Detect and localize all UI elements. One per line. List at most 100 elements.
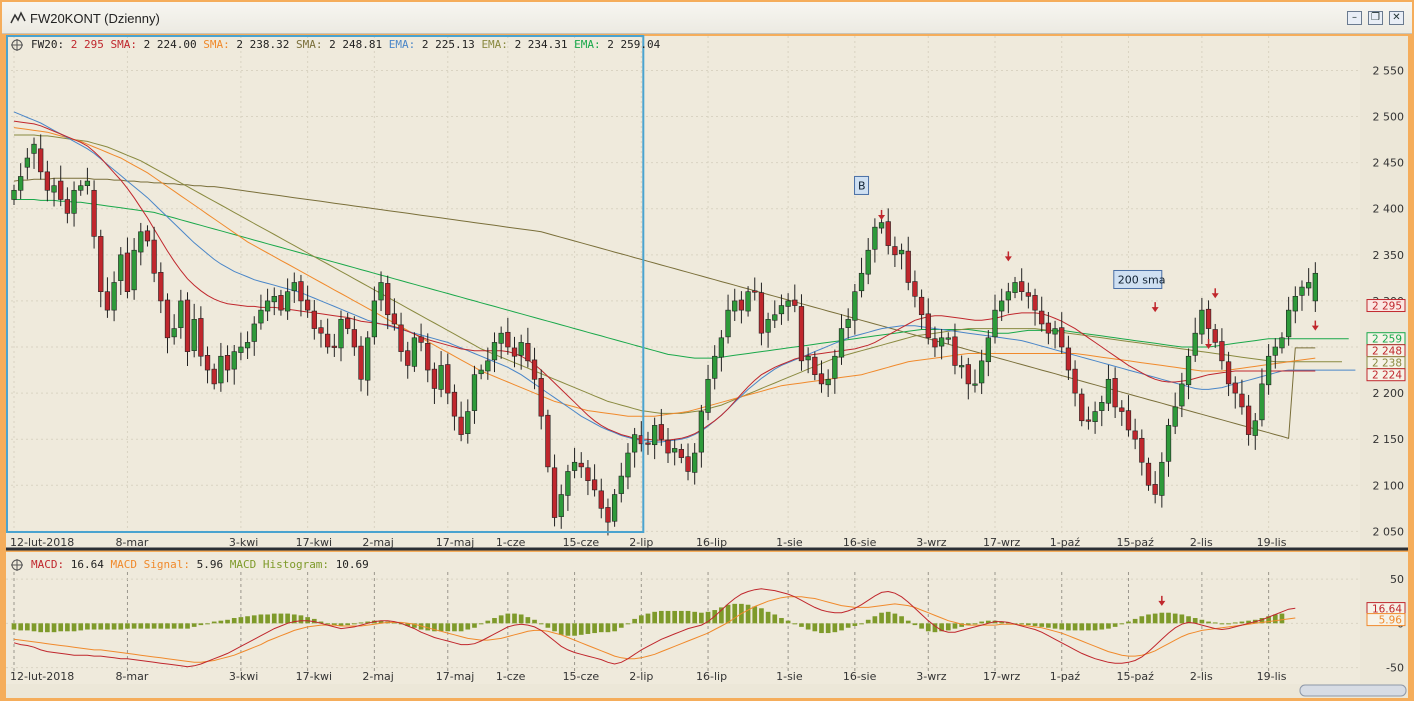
candle: [111, 271, 117, 322]
histogram-bar: [432, 623, 437, 632]
histogram-bar: [845, 623, 851, 628]
histogram-bar: [358, 622, 364, 624]
histogram-bar: [485, 620, 491, 624]
candle: [1192, 317, 1198, 362]
candle: [144, 225, 151, 247]
date-tick-label: 17-wrz: [983, 536, 1020, 549]
histogram-bar: [1126, 621, 1131, 624]
candle: [825, 369, 831, 397]
candle: [798, 294, 805, 371]
candle: [1145, 457, 1152, 491]
date-tick-label: 15-cze: [563, 536, 600, 549]
candle: [98, 229, 104, 308]
macd-histogram: [11, 603, 1285, 636]
window-title: FW20KONT (Dzienny): [30, 11, 160, 26]
histogram-bar: [452, 623, 457, 632]
sma-annotation[interactable]: 200 sma: [1113, 269, 1166, 289]
candle: [938, 328, 945, 360]
histogram-bar: [745, 604, 751, 624]
sell-arrow-icon: [1311, 320, 1319, 331]
chart-app-icon: [10, 11, 26, 24]
date-tick-label: 1-cze: [496, 536, 526, 549]
candle: [1079, 388, 1085, 427]
histogram-bar: [1072, 623, 1078, 631]
legend-value: 2 238.32: [236, 38, 296, 51]
candle: [1239, 379, 1245, 415]
candle: [331, 333, 337, 357]
candle: [451, 384, 458, 431]
legend-label: MACD:: [31, 558, 71, 571]
histogram-bar: [352, 623, 357, 625]
candle: [1025, 282, 1032, 309]
histogram-bar: [271, 613, 277, 624]
candle: [318, 319, 324, 348]
candle: [1185, 348, 1192, 400]
histogram-bar: [331, 623, 337, 626]
histogram-bar: [625, 623, 631, 625]
candle: [832, 349, 838, 394]
histogram-bar: [598, 623, 604, 633]
histogram-bar: [705, 611, 711, 624]
histogram-bar: [632, 618, 637, 624]
candle: [1179, 372, 1185, 418]
selection-rectangle[interactable]: [6, 35, 645, 533]
candle: [291, 272, 297, 303]
date-tick-label: 16-lip: [696, 536, 727, 549]
candle: [91, 180, 97, 249]
macd-legend-move-icon[interactable]: [11, 559, 23, 571]
candle: [792, 284, 798, 313]
minimize-button[interactable]: –: [1347, 11, 1362, 25]
histogram-bar: [638, 615, 644, 624]
sell-arrow-icon: [878, 209, 886, 220]
histogram-bar: [512, 613, 517, 624]
histogram-bar: [719, 607, 724, 624]
price-tick-label: 2 550: [1373, 64, 1405, 77]
date-tick-label: 2-lip: [629, 536, 653, 549]
histogram-bar: [85, 623, 90, 630]
date-tick-label: 1-sie: [776, 536, 803, 549]
candle: [732, 288, 738, 322]
histogram-bar: [458, 623, 464, 632]
candle: [999, 288, 1005, 322]
histogram-bar: [765, 611, 771, 624]
histogram-bar: [151, 623, 157, 629]
candle: [218, 342, 224, 392]
candle: [1085, 406, 1092, 430]
histogram-bar: [1059, 623, 1065, 630]
restore-button[interactable]: ❐: [1368, 11, 1383, 25]
candle: [652, 417, 658, 460]
price-tick-label: 2 350: [1373, 249, 1405, 262]
b-annotation[interactable]: B: [854, 175, 870, 195]
histogram-bar: [1032, 623, 1038, 626]
macd-date-tick-label: 17-kwi: [296, 670, 332, 683]
histogram-bar: [1212, 622, 1218, 624]
close-button[interactable]: ✕: [1389, 11, 1404, 25]
sell-arrow-icon: [1205, 339, 1213, 350]
candle: [1012, 276, 1018, 299]
candle: [258, 294, 264, 330]
histogram-bar: [952, 623, 958, 629]
candle: [805, 347, 811, 374]
minimize-icon: –: [1352, 12, 1357, 23]
histogram-bar: [819, 623, 824, 634]
candle: [611, 488, 618, 527]
date-tick-label: 16-sie: [843, 536, 877, 549]
candle: [298, 274, 304, 317]
histogram-bar: [592, 623, 597, 634]
candle: [131, 238, 137, 300]
candle: [758, 282, 765, 346]
b-annotation-label: B: [858, 179, 866, 192]
histogram-bar: [959, 623, 964, 627]
date-tick-label: 19-lis: [1257, 536, 1287, 549]
histogram-bar: [965, 623, 971, 626]
histogram-bar: [692, 611, 698, 624]
histogram-bar: [131, 623, 137, 629]
window-titlebar[interactable]: FW20KONT (Dzienny) – ❐ ✕: [2, 2, 1412, 34]
histogram-bar: [545, 623, 551, 628]
close-icon: ✕: [1392, 12, 1401, 23]
price-legend-move-icon[interactable]: [11, 39, 23, 51]
histogram-bar: [759, 608, 764, 624]
histogram-bar: [999, 621, 1005, 624]
horizontal-scrollbar-thumb[interactable]: [1299, 684, 1407, 697]
